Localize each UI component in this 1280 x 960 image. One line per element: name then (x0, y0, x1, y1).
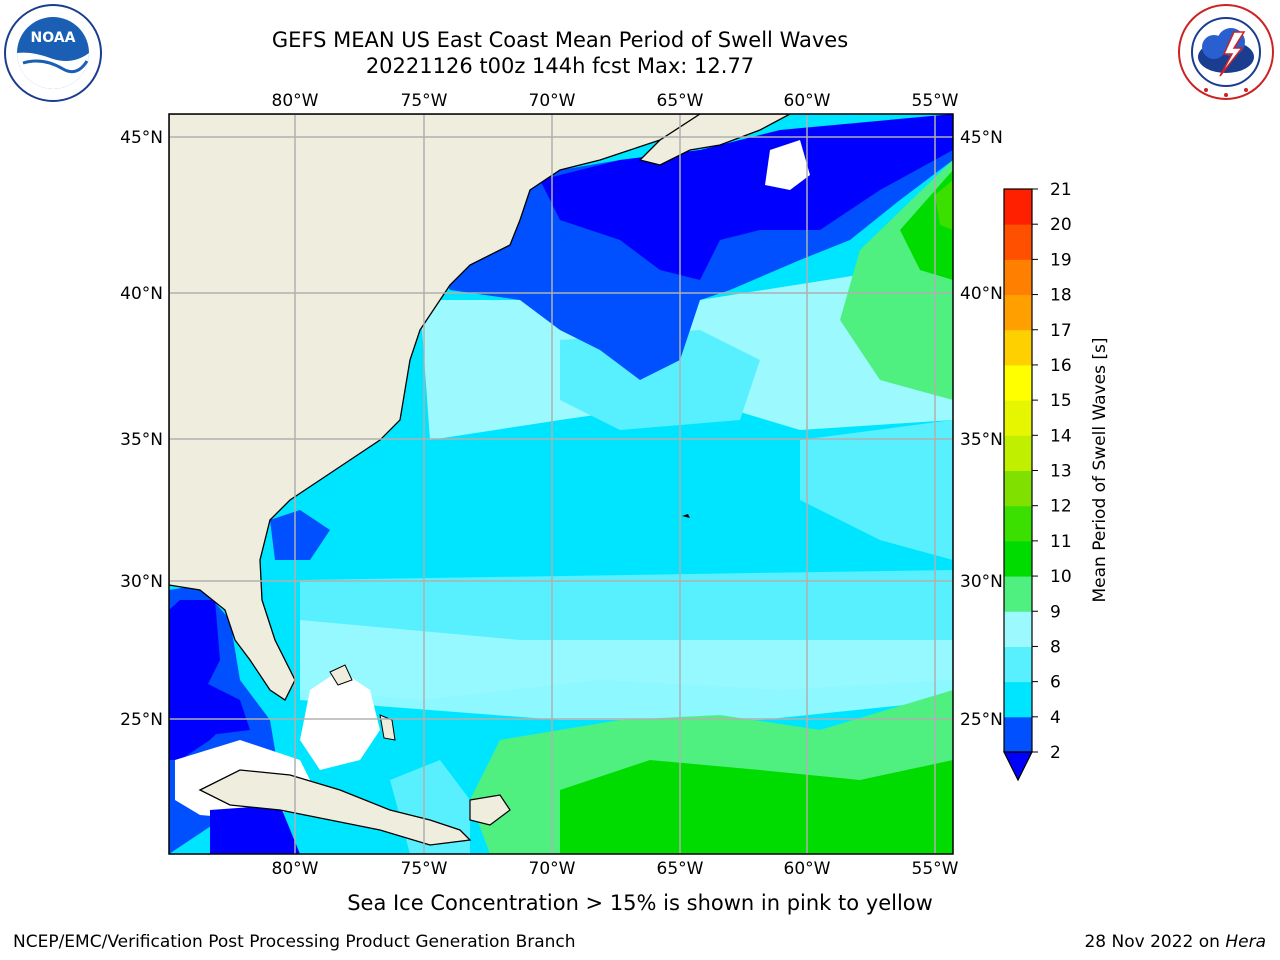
colorbar-segment (1004, 400, 1032, 436)
colorbar-tick-label: 8 (1050, 637, 1061, 657)
swell-contour-below-2-gulf-south (169, 680, 250, 735)
colorbar-segment (1004, 611, 1032, 647)
colorbar-segment (1004, 505, 1032, 542)
colorbar-tick-label: 4 (1050, 708, 1061, 728)
colorbar-label: Mean Period of Swell Waves [s] (1090, 338, 1110, 603)
land-maritimes (638, 114, 791, 166)
colorbar-segment (1004, 646, 1032, 683)
colorbar-segment (1004, 259, 1032, 296)
colorbar-segment (1004, 681, 1032, 718)
colorbar-tick-label: 17 (1050, 321, 1072, 341)
colorbar-segment (1004, 470, 1032, 507)
map-frame (168, 113, 954, 855)
colorbar-segment (1004, 329, 1032, 366)
colorbar-tick-label: 2 (1050, 743, 1061, 763)
lon-label: 60°W (784, 859, 831, 879)
lon-label: 80°W (272, 91, 319, 111)
map-area (169, 114, 953, 854)
swell-contour-8-9-south (300, 620, 953, 720)
lon-label: 70°W (529, 91, 576, 111)
lat-labels-right: 45°N 40°N 35°N 30°N 25°N (960, 128, 1003, 730)
lat-label: 45°N (120, 128, 163, 148)
colorbar-tick-label: 11 (1050, 532, 1072, 552)
colorbar-tick-label: 18 (1050, 286, 1072, 306)
colorbar-extend-arrow (1003, 751, 1033, 782)
colorbar-segment (1004, 294, 1032, 331)
colorbar-segment (1004, 716, 1032, 753)
lon-label: 65°W (657, 859, 704, 879)
colorbar-segment (1004, 576, 1032, 612)
colorbar-tick-label: 16 (1050, 356, 1072, 376)
lon-label: 75°W (401, 91, 448, 111)
swell-contour-below-2-north (540, 114, 953, 280)
swell-contour-2-4-georgia (270, 510, 330, 560)
colorbar-segment (1004, 364, 1032, 401)
footer-date-text: 28 Nov 2022 on (1084, 932, 1226, 952)
footer-credit: NCEP/EMC/Verification Post Processing Pr… (13, 932, 576, 952)
land-cuba (198, 769, 472, 846)
no-data-bahamas (300, 670, 380, 770)
lat-label: 40°N (120, 284, 163, 304)
colorbar-segment (1004, 435, 1032, 471)
svg-text:NOAA: NOAA (31, 30, 76, 46)
colorbar-tick-label: 12 (1050, 497, 1072, 517)
swell-contour-below-2-caribbean (210, 805, 300, 854)
lon-label: 65°W (657, 91, 704, 111)
colorbar-segment (1004, 189, 1032, 225)
lon-label: 70°W (529, 859, 576, 879)
colorbar-tick-label: 19 (1050, 250, 1072, 270)
colorbar-tick-label: 6 (1050, 673, 1061, 693)
lon-labels-top: 80°W 75°W 70°W 65°W 60°W 55°W (272, 91, 959, 111)
title-line-2: 20221126 t00z 144h fcst Max: 12.77 (365, 54, 755, 78)
lat-label: 25°N (120, 710, 163, 730)
graticule (169, 114, 953, 854)
land-hispaniola (469, 794, 511, 826)
colorbar-tick-label: 15 (1050, 391, 1072, 411)
colorbar: 2 4 6 8 9 10 11 12 13 14 15 16 17 18 19 20 21 (1003, 180, 1072, 782)
swell-contour-10-11-southeast (560, 760, 953, 854)
lat-label: 45°N (960, 128, 1003, 148)
lon-labels-bottom: 80°W 75°W 70°W 65°W 60°W 55°W (272, 859, 959, 879)
land-bermuda (682, 514, 690, 518)
lon-label: 60°W (784, 91, 831, 111)
lon-label: 75°W (401, 859, 448, 879)
lat-label: 30°N (960, 572, 1003, 592)
colorbar-tick-label: 14 (1050, 426, 1072, 446)
colorbar-segment (1004, 540, 1032, 577)
colorbar-tick-label: 21 (1050, 180, 1072, 200)
lat-label: 35°N (960, 430, 1003, 450)
noaa-logo-icon: NOAA (4, 4, 102, 102)
footer-host: Hera (1225, 932, 1266, 952)
nws-logo-icon (1178, 4, 1274, 100)
land-united-states (169, 114, 701, 701)
lon-label: 55°W (912, 859, 959, 879)
footer-date: 28 Nov 2022 on Hera (1084, 932, 1266, 952)
colorbar-tick-label: 13 (1050, 462, 1072, 482)
lon-label: 80°W (272, 859, 319, 879)
lon-label: 55°W (912, 91, 959, 111)
lat-label: 30°N (120, 572, 163, 592)
colorbar-tick-label: 9 (1050, 602, 1061, 622)
colorbar-segment (1004, 224, 1032, 260)
sea-ice-caption: Sea Ice Concentration > 15% is shown in … (347, 891, 933, 915)
lat-label: 35°N (120, 430, 163, 450)
swell-contour-11-12-northeast (935, 180, 953, 230)
land-bahamas (329, 664, 353, 686)
colorbar-tick-label: 20 (1050, 215, 1072, 235)
colorbar-tick-label: 10 (1050, 567, 1072, 587)
lat-label: 25°N (960, 710, 1003, 730)
lat-labels-left: 45°N 40°N 35°N 30°N 25°N (120, 128, 163, 730)
title-line-1: GEFS MEAN US East Coast Mean Period of S… (271, 28, 849, 52)
no-data-patch (765, 140, 810, 190)
lat-label: 40°N (960, 284, 1003, 304)
swell-contour-6-8-east (800, 420, 953, 560)
